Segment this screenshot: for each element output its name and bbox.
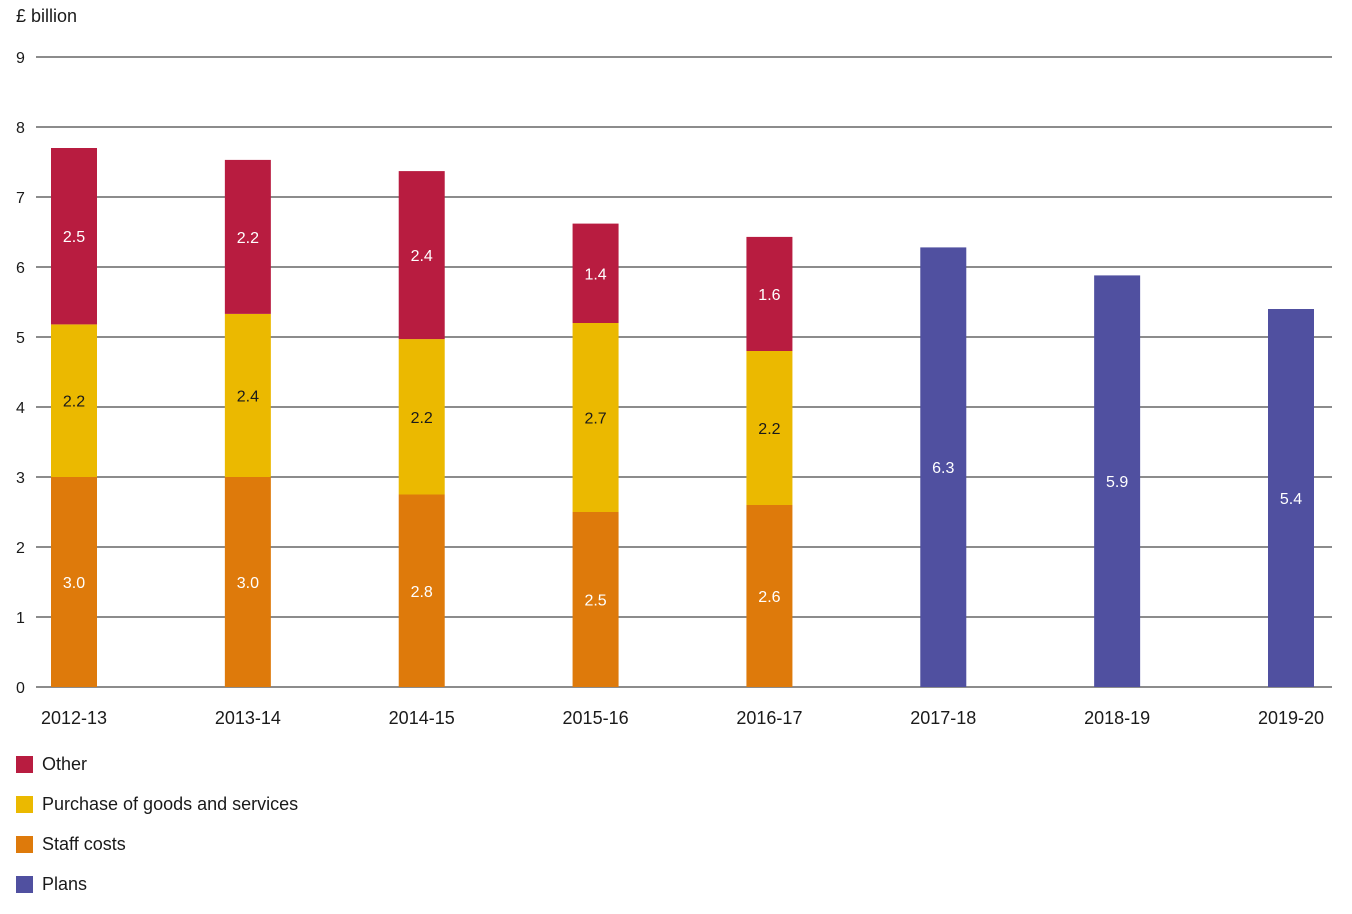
x-tick-label: 2012-13 (41, 708, 107, 728)
bar-purchase-of-goods-and-services-2013-14 (224, 313, 271, 477)
x-tick-label: 2015-16 (563, 708, 629, 728)
bar-other-2014-15 (398, 171, 445, 340)
data-label-plans-2017-18: 6.3 (932, 460, 954, 477)
bar-staff-costs-2013-14 (224, 477, 271, 687)
legend-item-staff-costs: Staff costs (16, 834, 298, 854)
data-label-purchase-of-goods-and-services-2016-17: 2.2 (758, 421, 780, 438)
y-tick-label: 8 (16, 120, 25, 137)
bar-chart: £ billion 0 1 2 3 4 5 6 7 8 9 3.0 2.2 2.5 3.0 2.4 2.2 2… (16, 6, 1332, 728)
data-label-purchase-of-goods-and-services-2015-16: 2.7 (584, 411, 606, 428)
legend-item-other: Other (16, 754, 298, 774)
x-tick-label: 2014-15 (389, 708, 455, 728)
legend-label-plans: Plans (42, 874, 88, 894)
data-label-other-2013-14: 2.2 (237, 230, 259, 247)
y-tick-label: 9 (16, 50, 25, 67)
bar-purchase-of-goods-and-services-2016-17 (746, 351, 793, 505)
bar-plans-2017-18 (920, 247, 967, 687)
legend-swatch-purchase-of-goods-and-services (16, 795, 33, 813)
bar-other-2015-16 (572, 223, 619, 323)
bar-purchase-of-goods-and-services-2012-13 (51, 324, 97, 477)
bar-plans-2019-20 (1268, 309, 1314, 687)
data-label-other-2016-17: 1.6 (758, 287, 780, 304)
x-tick-label: 2017-18 (910, 708, 976, 728)
y-tick-label: 5 (16, 330, 25, 347)
bar-staff-costs-2014-15 (398, 494, 445, 687)
legend: Other Purchase of goods and services Sta… (16, 754, 298, 914)
legend-label-other: Other (42, 754, 88, 774)
y-tick-label: 1 (16, 610, 25, 627)
data-label-plans-2018-19: 5.9 (1106, 474, 1128, 491)
y-tick-label: 7 (16, 190, 25, 207)
bar-staff-costs-2015-16 (572, 512, 619, 687)
y-tick-label: 6 (16, 260, 25, 277)
legend-label-purchase-of-goods-and-services: Purchase of goods and services (42, 794, 299, 814)
legend-item-plans: Plans (16, 874, 298, 894)
legend-label-staff-costs: Staff costs (42, 834, 126, 854)
y-axis-label: £ billion (16, 6, 77, 26)
x-tick-label: 2013-14 (215, 708, 281, 728)
legend-swatch-other (16, 755, 33, 773)
data-label-other-2015-16: 1.4 (584, 266, 606, 283)
legend-swatch-plans (16, 875, 33, 893)
bar-staff-costs-2012-13 (51, 477, 97, 687)
data-label-staff-costs-2012-13: 3.0 (63, 575, 85, 592)
legend-item-purchase-of-goods-and-services: Purchase of goods and services (16, 794, 298, 814)
y-tick-label: 2 (16, 540, 25, 557)
x-tick-label: 2018-19 (1084, 708, 1150, 728)
x-tick-label: 2019-20 (1258, 708, 1324, 728)
data-label-other-2012-13: 2.5 (63, 229, 85, 246)
y-tick-label: 4 (16, 400, 25, 417)
data-label-other-2014-15: 2.4 (411, 248, 433, 265)
data-label-staff-costs-2014-15: 2.8 (411, 584, 433, 601)
legend-swatch-staff-costs (16, 835, 33, 853)
bar-purchase-of-goods-and-services-2015-16 (572, 323, 619, 512)
data-label-staff-costs-2015-16: 2.5 (584, 593, 606, 610)
bar-purchase-of-goods-and-services-2014-15 (398, 339, 445, 495)
x-tick-label: 2016-17 (736, 708, 802, 728)
data-label-plans-2019-20: 5.4 (1280, 491, 1302, 508)
bar-staff-costs-2016-17 (746, 505, 793, 687)
bar-other-2012-13 (51, 148, 97, 325)
bar-other-2016-17 (746, 236, 793, 351)
y-tick-label: 3 (16, 470, 25, 487)
data-label-purchase-of-goods-and-services-2014-15: 2.2 (411, 410, 433, 427)
data-label-staff-costs-2016-17: 2.6 (758, 589, 780, 606)
y-tick-label: 0 (16, 680, 25, 697)
bar-plans-2018-19 (1094, 275, 1141, 687)
data-label-purchase-of-goods-and-services-2013-14: 2.4 (237, 388, 259, 405)
bar-other-2013-14 (224, 159, 271, 314)
data-label-staff-costs-2013-14: 3.0 (237, 575, 259, 592)
data-label-purchase-of-goods-and-services-2012-13: 2.2 (63, 394, 85, 411)
